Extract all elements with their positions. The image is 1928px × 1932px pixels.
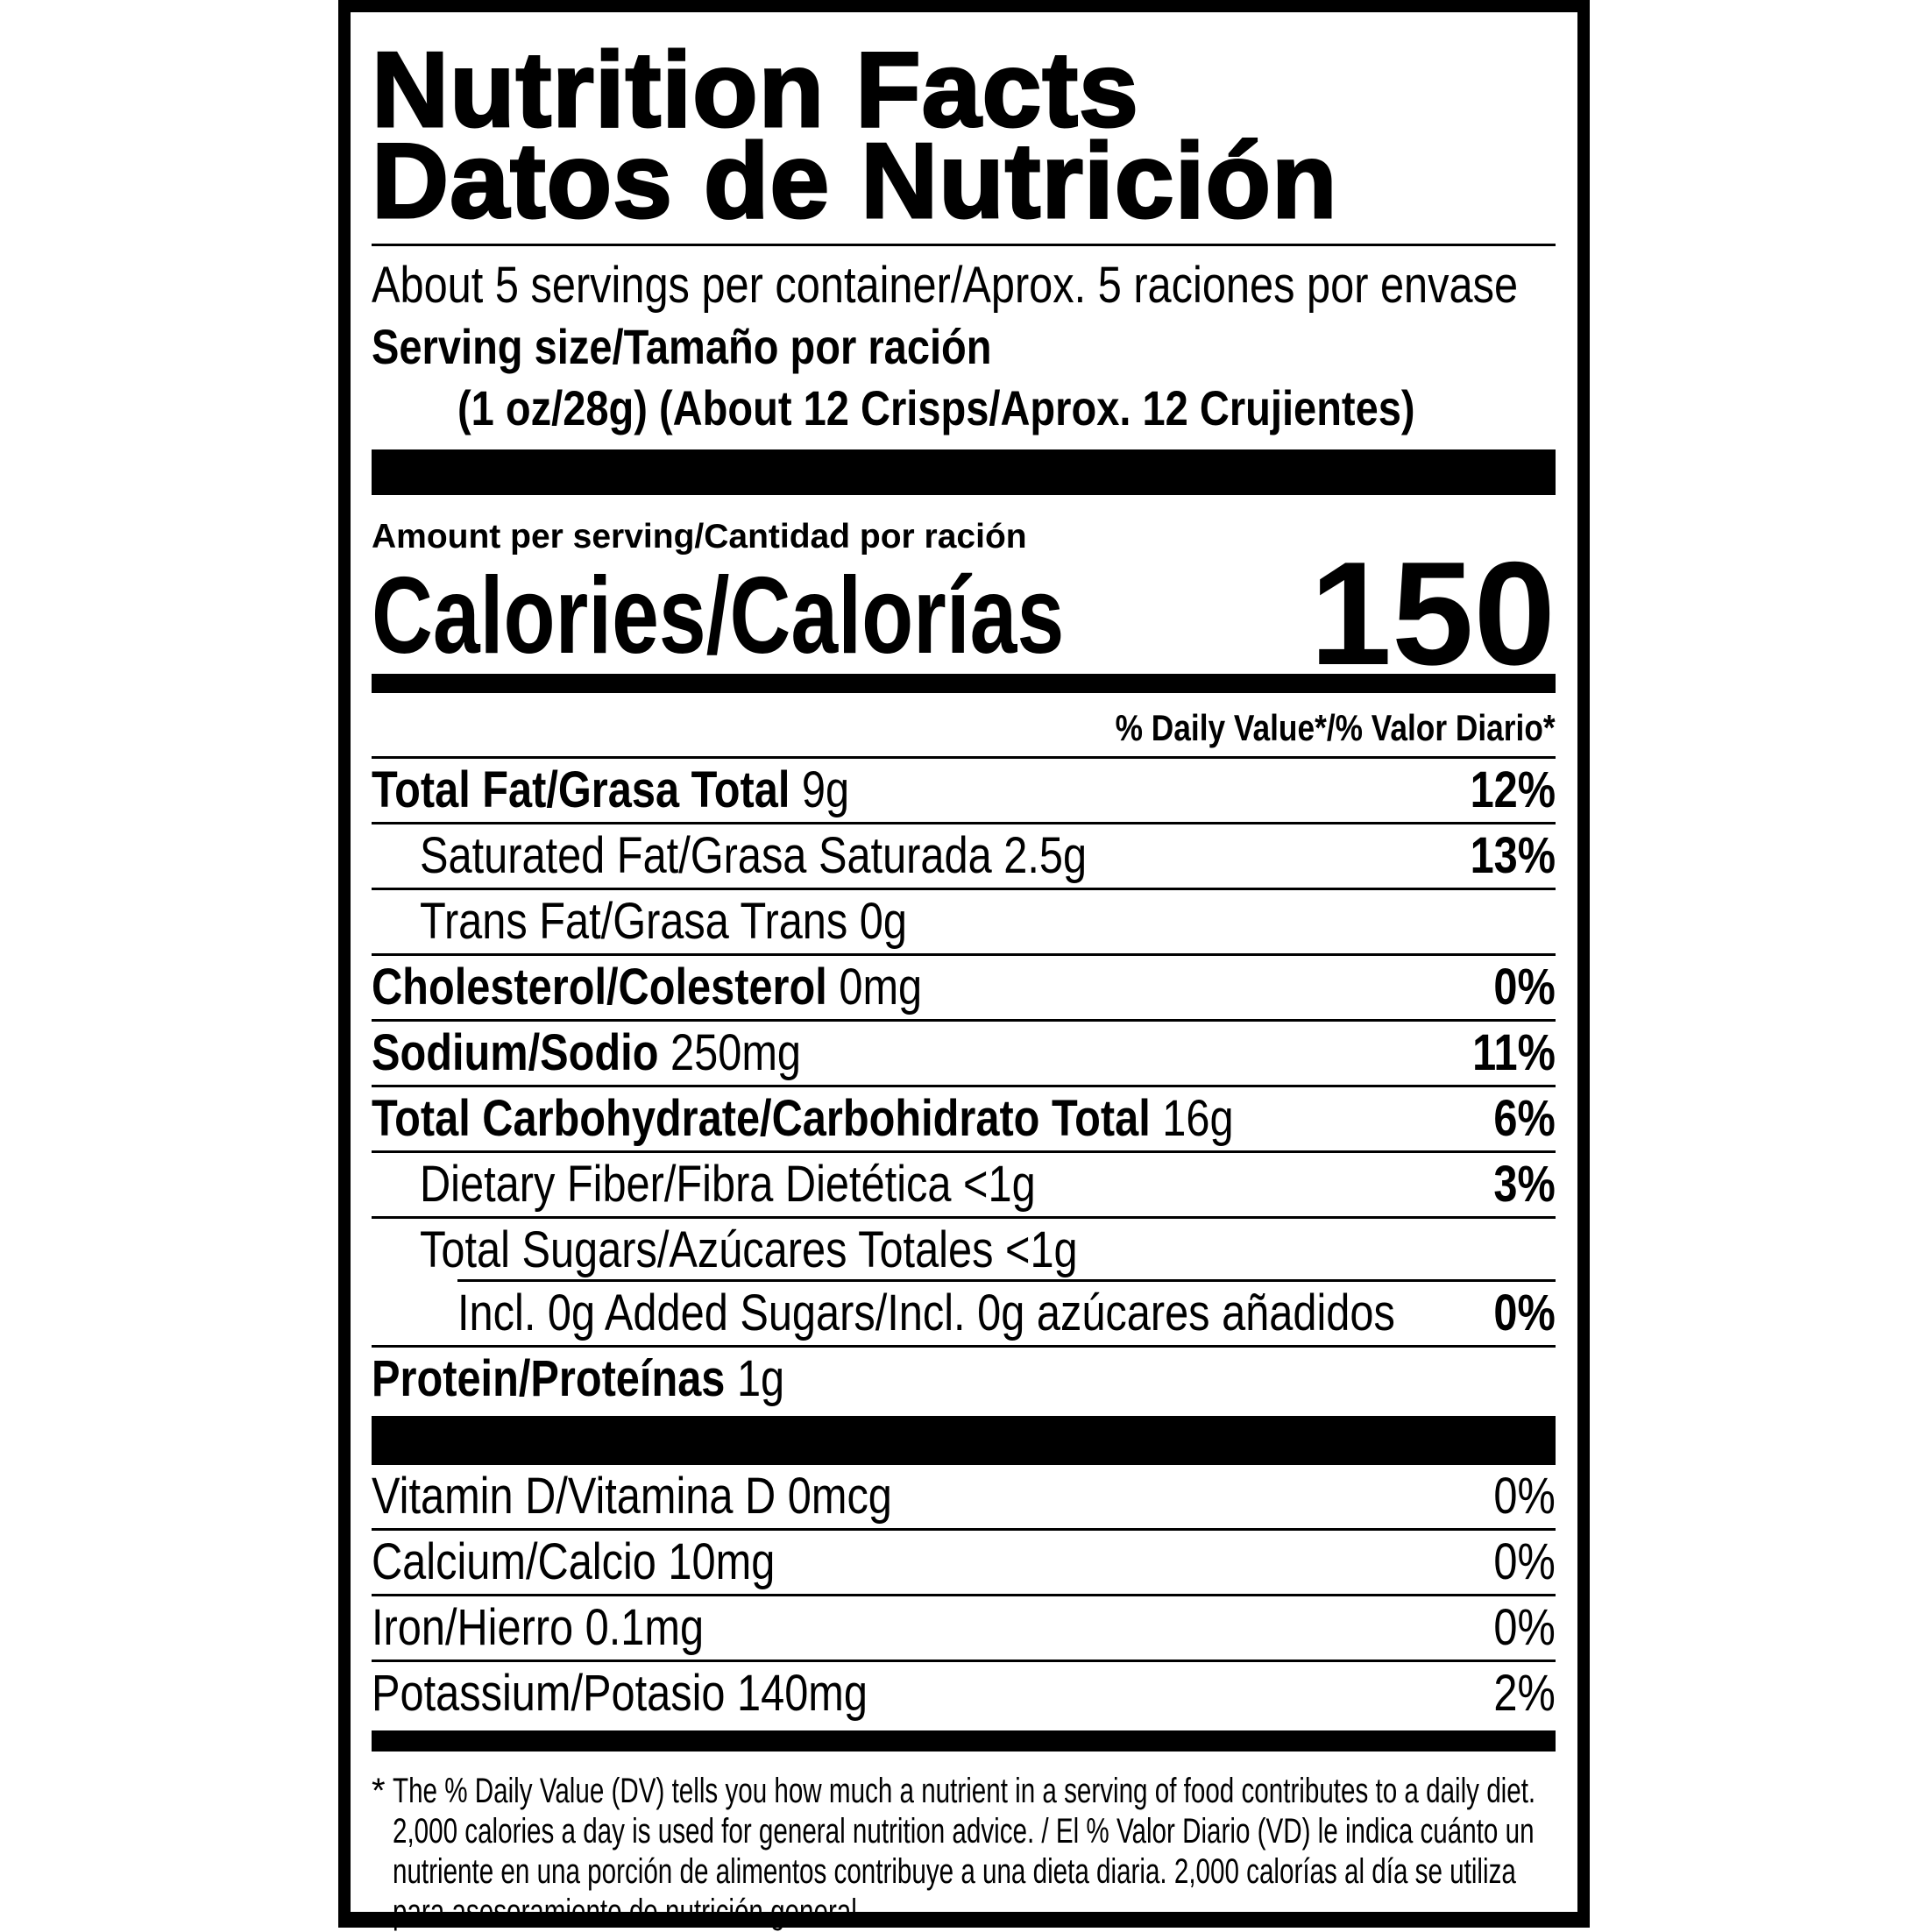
nutrient-daily-value: 3% — [1493, 1156, 1556, 1213]
nutrient-name: Incl. 0g Added Sugars/Incl. 0g azúcares … — [457, 1284, 1395, 1341]
title-english: Nutrition Facts — [371, 30, 1140, 149]
nutrient-amount: 1g — [736, 1350, 785, 1407]
vitamin-row: Potassium/Potasio 140mg 2% — [372, 1660, 1556, 1725]
servings-per-container: About 5 servings per container/Aprox. 5 … — [372, 257, 1519, 314]
serving-size-label: Serving size/Tamaño por ración — [372, 319, 992, 374]
vitamin-list: Vitamin D/Vitamina D 0mcg 0% Calcium/Calci… — [372, 1465, 1556, 1725]
nutrient-amount: 0mg — [839, 959, 923, 1016]
vitamin-row: Vitamin D/Vitamina D 0mcg 0% — [372, 1465, 1556, 1528]
nutrient-row: Total Sugars/Azúcares Totales <1g — [372, 1216, 1556, 1282]
serving-size-value: (1 oz/28g) (About 12 Crisps/Aprox. 12 Cr… — [457, 380, 1415, 435]
vitamin-name: Calcium/Calcio 10mg — [372, 1533, 776, 1590]
nutrient-amount: 16g — [1162, 1090, 1234, 1147]
calories-label: Calories/Calorías — [372, 556, 1065, 676]
nutrient-row: Sodium/Sodio 250mg 11% — [372, 1019, 1556, 1085]
nutrient-amount: 9g — [801, 761, 850, 818]
nutrient-amount: <1g — [963, 1156, 1036, 1213]
divider — [372, 244, 1556, 246]
nutrient-daily-value: 6% — [1493, 1090, 1556, 1147]
nutrient-daily-value: 11% — [1472, 1024, 1556, 1081]
nutrient-name: Trans Fat/Grasa Trans — [420, 893, 848, 950]
amount-per-serving: Amount per serving/Cantidad por ración — [372, 518, 1027, 556]
nutrient-row: Total Fat/Grasa Total 9g 12% — [372, 756, 1556, 822]
footnote: * The % Daily Value (DV) tells you how m… — [372, 1771, 1556, 1932]
footnote-star: * — [372, 1772, 386, 1810]
nutrient-amount: 250mg — [670, 1024, 801, 1081]
nutrient-row: Cholesterol/Colesterol 0mg 0% — [372, 953, 1556, 1019]
nutrient-daily-value: 12% — [1470, 761, 1556, 818]
nutrient-row: Total Carbohydrate/Carbohidrato Total 16… — [372, 1085, 1556, 1150]
nutrient-name: Dietary Fiber/Fibra Dietética — [420, 1156, 952, 1213]
nutrient-list: Total Fat/Grasa Total 9g 12% Saturated Fat… — [372, 756, 1556, 1411]
thick-divider — [372, 1416, 1556, 1465]
vitamin-daily-value: 0% — [1493, 1468, 1556, 1525]
title-spanish: Datos de Nutrición — [371, 121, 1339, 240]
nutrient-amount: 0g — [859, 893, 907, 950]
nutrient-amount: <1g — [1005, 1221, 1078, 1278]
footnote-text: The % Daily Value (DV) tells you how muc… — [393, 1772, 1536, 1931]
nutrient-row: Protein/Proteínas 1g — [372, 1345, 1556, 1411]
vitamin-daily-value: 0% — [1493, 1533, 1556, 1590]
nutrient-name: Total Carbohydrate/Carbohidrato Total — [372, 1090, 1151, 1147]
daily-value-header: % Daily Value*/% Valor Diario* — [1116, 707, 1556, 748]
vitamin-name: Vitamin D/Vitamina D 0mcg — [372, 1468, 892, 1525]
nutrient-daily-value: 0% — [1493, 959, 1556, 1016]
nutrient-name: Sodium/Sodio — [372, 1024, 659, 1081]
nutrient-daily-value: 0% — [1493, 1284, 1556, 1341]
medium-divider — [372, 1730, 1556, 1752]
calories-value: 150 — [1309, 531, 1556, 696]
label-title: Nutrition Facts Datos de Nutrición — [371, 30, 1556, 240]
vitamin-daily-value: 2% — [1493, 1665, 1556, 1722]
nutrient-row: Incl. 0g Added Sugars/Incl. 0g azúcares … — [372, 1279, 1556, 1345]
nutrient-amount: 2.5g — [1003, 827, 1088, 884]
nutrient-row: Trans Fat/Grasa Trans 0g — [372, 888, 1556, 953]
nutrient-row: Saturated Fat/Grasa Saturada 2.5g 13% — [372, 822, 1556, 888]
nutrient-name: Cholesterol/Colesterol — [372, 959, 827, 1016]
medium-divider — [372, 674, 1556, 693]
nutrient-name: Saturated Fat/Grasa Saturada — [420, 827, 992, 884]
nutrient-name: Total Fat/Grasa Total — [372, 761, 790, 818]
nutrition-facts-label: Nutrition Facts Datos de Nutrición About… — [338, 0, 1590, 1931]
nutrient-daily-value: 13% — [1470, 827, 1556, 884]
calories-row: Calories/Calorías 150 — [372, 540, 1556, 687]
nutrient-row: Dietary Fiber/Fibra Dietética <1g 3% — [372, 1150, 1556, 1216]
nutrient-name: Protein/Proteínas — [372, 1350, 726, 1407]
vitamin-name: Potassium/Potasio 140mg — [372, 1665, 868, 1722]
nutrient-name: Total Sugars/Azúcares Totales — [420, 1221, 994, 1278]
vitamin-daily-value: 0% — [1493, 1599, 1556, 1656]
vitamin-name: Iron/Hierro 0.1mg — [372, 1599, 705, 1656]
vitamin-row: Calcium/Calcio 10mg 0% — [372, 1528, 1556, 1594]
thick-divider — [372, 449, 1556, 495]
vitamin-row: Iron/Hierro 0.1mg 0% — [372, 1594, 1556, 1660]
